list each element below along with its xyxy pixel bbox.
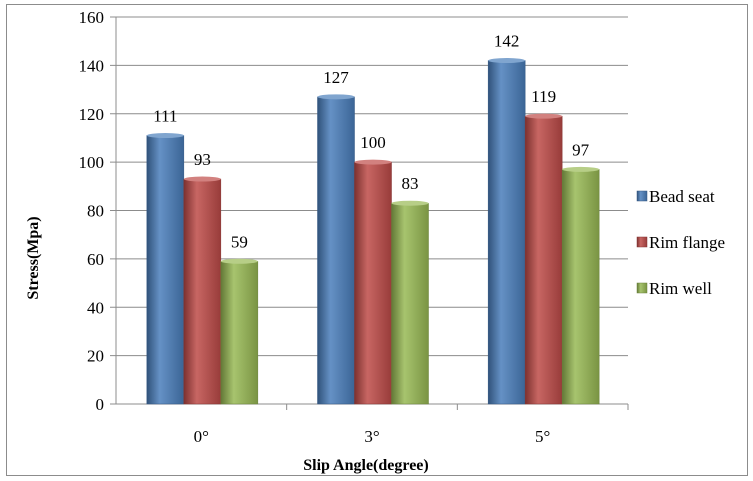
x-tick-label: 0° [194, 427, 209, 446]
x-tick-label: 3° [364, 427, 379, 446]
data-label: 59 [231, 232, 248, 251]
legend-swatch [636, 282, 648, 294]
data-label: 93 [194, 150, 211, 169]
legend-label: Rim flange [649, 233, 725, 252]
data-label: 142 [494, 32, 520, 51]
data-label: 100 [360, 133, 386, 152]
bar-cap [488, 58, 526, 64]
x-tick-label: 5° [535, 427, 550, 446]
data-label: 83 [402, 174, 419, 193]
bar-cap [146, 133, 184, 139]
bar-rim-flange [183, 178, 222, 405]
bar-rim-flange [354, 161, 392, 405]
y-axis-title: Stress(Mpa) [25, 216, 42, 299]
data-label: 111 [153, 107, 177, 126]
bar-cap [391, 200, 429, 206]
bar-rim-well [220, 261, 259, 405]
legend-label: Bead seat [649, 187, 715, 206]
y-tick-label: 60 [87, 250, 104, 269]
data-label: 119 [531, 87, 556, 106]
bar-bead-seat [317, 96, 355, 405]
data-labels: 111 93 59 127 100 83 142 119 97 [153, 32, 589, 252]
bar-rim-flange [524, 115, 563, 405]
legend: Bead seat Rim flange Rim well [636, 187, 725, 298]
bar-cap [354, 159, 392, 165]
bar-cap [317, 94, 355, 100]
y-tick-label: 40 [87, 298, 104, 317]
data-label: 127 [323, 68, 349, 87]
bar-bead-seat [487, 60, 526, 405]
x-axis-title: Slip Angle(degree) [303, 457, 428, 474]
legend-swatch [636, 190, 648, 202]
bar-bead-seat [146, 135, 185, 405]
y-tick-label: 100 [79, 153, 105, 172]
bar-cap [562, 166, 600, 172]
y-tick-label: 20 [87, 347, 104, 366]
bar-cap [220, 258, 258, 264]
y-tick-label: 140 [79, 56, 105, 75]
bar-cap [183, 176, 221, 182]
bar-cap [525, 113, 563, 119]
y-tick-label: 160 [79, 8, 105, 27]
legend-label: Rim well [649, 279, 712, 298]
data-label: 97 [572, 140, 590, 159]
legend-swatch [636, 236, 648, 248]
y-tick-label: 120 [79, 105, 105, 124]
bars [146, 58, 600, 405]
bar-rim-well [561, 169, 600, 405]
y-tick-label: 80 [87, 202, 104, 221]
y-tick-label: 0 [96, 395, 105, 414]
bar-rim-well [391, 202, 429, 405]
